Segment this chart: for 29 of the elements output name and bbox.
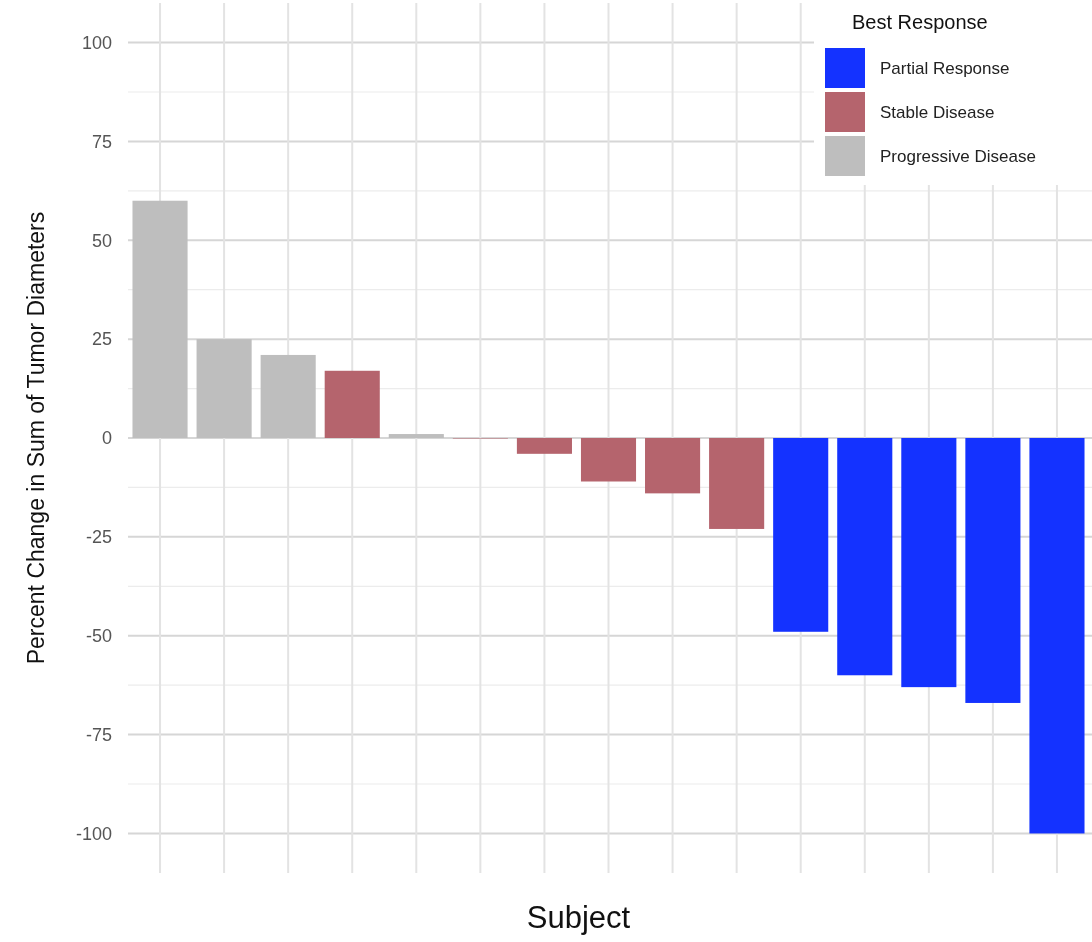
y-tick-label: 25 bbox=[91, 329, 112, 350]
bar bbox=[388, 434, 444, 438]
y-tick-label: 50 bbox=[91, 230, 112, 251]
y-axis-title: Percent Change in Sum of Tumor Diameters bbox=[23, 211, 49, 665]
bar bbox=[196, 339, 252, 438]
bar bbox=[645, 438, 701, 494]
bar bbox=[1029, 438, 1085, 834]
legend-title: Best Response bbox=[852, 11, 988, 33]
y-tick-label: -75 bbox=[85, 724, 112, 745]
y-tick-label: -100 bbox=[75, 823, 112, 844]
bar bbox=[580, 438, 637, 482]
bar bbox=[965, 438, 1021, 703]
y-tick-label: -50 bbox=[85, 626, 112, 647]
y-tick-label: -25 bbox=[85, 527, 112, 548]
bar bbox=[324, 370, 380, 438]
bar bbox=[709, 438, 765, 529]
y-tick-label: 75 bbox=[91, 131, 112, 152]
y-tick-label: 0 bbox=[101, 428, 112, 449]
legend-label: Partial Response bbox=[880, 58, 1010, 78]
bar bbox=[901, 438, 957, 688]
bar bbox=[837, 438, 893, 676]
bar bbox=[132, 200, 188, 438]
bar bbox=[516, 438, 572, 454]
legend-label: Progressive Disease bbox=[880, 146, 1036, 166]
y-tick-label: 100 bbox=[81, 32, 112, 53]
bar bbox=[260, 354, 316, 438]
legend-label: Stable Disease bbox=[880, 102, 995, 122]
bar bbox=[773, 438, 829, 632]
x-axis-title: Subject bbox=[526, 900, 631, 935]
